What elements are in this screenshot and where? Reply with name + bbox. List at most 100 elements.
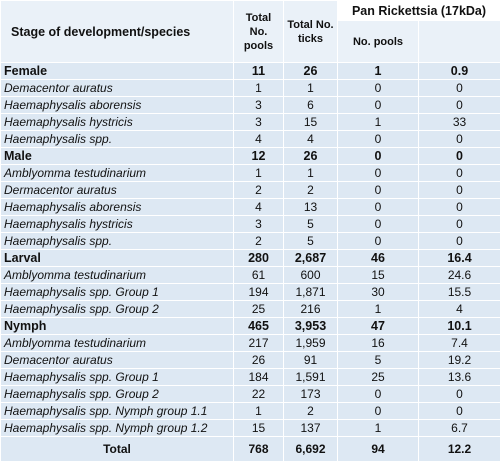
cell: 1 (284, 80, 338, 97)
row-label: Haemaphysalis spp. (1, 131, 234, 148)
cell: 5 (284, 216, 338, 233)
cell: 184 (234, 369, 284, 386)
cell: 768 (234, 437, 284, 462)
cell: 26 (234, 352, 284, 369)
cell: 0 (338, 97, 419, 114)
cell: 0 (419, 148, 500, 165)
cell: 13 (284, 199, 338, 216)
stage-header: Stage of development/species (1, 1, 234, 63)
cell: 1,591 (284, 369, 338, 386)
cell: 47 (338, 318, 419, 335)
cell: 24.6 (419, 267, 500, 284)
cell: 0 (338, 148, 419, 165)
cell: 5 (284, 233, 338, 250)
cell: 0 (338, 386, 419, 403)
row-label: Demacentor auratus (1, 80, 234, 97)
row-label: Amblyomma testudinarium (1, 335, 234, 352)
cell: 12.2 (419, 437, 500, 462)
cell: 3,953 (284, 318, 338, 335)
cell: 22 (234, 386, 284, 403)
cell: 0 (338, 131, 419, 148)
cell: 1,959 (284, 335, 338, 352)
row-label: Haemaphysalis spp. Group 1 (1, 284, 234, 301)
cell: 61 (234, 267, 284, 284)
total-ticks-header: Total No. ticks (284, 1, 338, 63)
cell: 280 (234, 250, 284, 267)
cell: 15 (234, 420, 284, 437)
cell: 0 (419, 233, 500, 250)
total-pools-header: Total No. pools (234, 1, 284, 63)
cell: 16.4 (419, 250, 500, 267)
cell: 216 (284, 301, 338, 318)
pan-header: Pan Rickettsia (17kDa) (338, 1, 500, 21)
cell: 0 (419, 182, 500, 199)
row-label: Amblyomma testudinarium (1, 267, 234, 284)
cell: 19.2 (419, 352, 500, 369)
cell: 1 (234, 403, 284, 420)
cell: 4 (234, 199, 284, 216)
cell: 1 (234, 165, 284, 182)
no-pools-header: No. pools (338, 21, 419, 63)
cell: 0 (419, 386, 500, 403)
cell: 30 (338, 284, 419, 301)
cell: 465 (234, 318, 284, 335)
cell: 1 (338, 301, 419, 318)
cell: 0 (419, 131, 500, 148)
row-label: Haemaphysalis spp. (1, 233, 234, 250)
cell: 33 (419, 114, 500, 131)
empty-header (419, 21, 500, 63)
cell: 2 (284, 403, 338, 420)
cell: 1 (284, 165, 338, 182)
row-label: Haemaphysalis spp. Group 1 (1, 369, 234, 386)
row-label: Haemaphysalis spp. Nymph group 1.2 (1, 420, 234, 437)
row-label: Haemaphysalis hystricis (1, 216, 234, 233)
cell: 12 (234, 148, 284, 165)
cell: 25 (338, 369, 419, 386)
cell: 26 (284, 63, 338, 80)
row-label: Haemaphysalis spp. Nymph group 1.1 (1, 403, 234, 420)
cell: 13.6 (419, 369, 500, 386)
cell: 46 (338, 250, 419, 267)
cell: 194 (234, 284, 284, 301)
cell: 6.7 (419, 420, 500, 437)
row-label: Amblyomma testudinarium (1, 165, 234, 182)
cell: 1 (338, 114, 419, 131)
cell: 5 (338, 352, 419, 369)
cell: 0 (419, 80, 500, 97)
cell: 3 (234, 216, 284, 233)
cell: 11 (234, 63, 284, 80)
row-label: Haemaphysalis aborensis (1, 199, 234, 216)
cell: 16 (338, 335, 419, 352)
cell: 0 (338, 80, 419, 97)
cell: 0 (338, 199, 419, 216)
cell: 2 (234, 233, 284, 250)
row-label: Dermacentor auratus (1, 182, 234, 199)
cell: 3 (234, 114, 284, 131)
cell: 1,871 (284, 284, 338, 301)
cell: 2 (284, 182, 338, 199)
cell: 0.9 (419, 63, 500, 80)
cell: 1 (338, 420, 419, 437)
row-label: Haemaphysalis hystricis (1, 114, 234, 131)
row-label: Female (1, 63, 234, 80)
cell: 1 (234, 80, 284, 97)
cell: 6 (284, 97, 338, 114)
